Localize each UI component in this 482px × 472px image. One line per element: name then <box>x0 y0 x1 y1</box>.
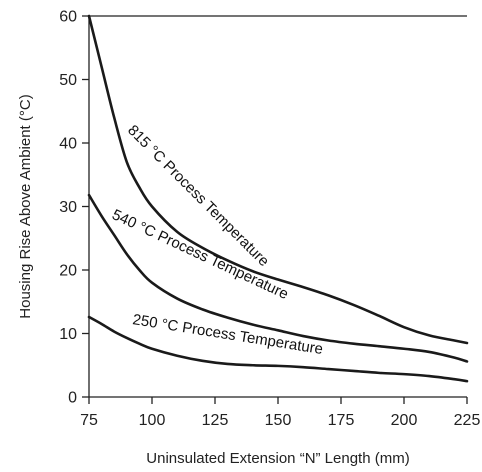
y-tick-label: 10 <box>59 326 77 343</box>
x-axis-title: Uninsulated Extension “N” Length (mm) <box>146 450 409 467</box>
x-tick-label: 75 <box>80 412 98 429</box>
x-axis-ticks: 75 100 125 150 175 200 225 <box>80 397 480 429</box>
y-tick-label: 30 <box>59 199 77 216</box>
y-tick-label: 40 <box>59 136 77 153</box>
x-tick-label: 125 <box>202 412 229 429</box>
y-tick-label: 50 <box>59 72 77 89</box>
x-tick-label: 175 <box>328 412 355 429</box>
series-line-540 <box>87 193 469 363</box>
series-line-250 <box>87 315 469 383</box>
y-tick-label: 0 <box>68 390 77 407</box>
y-axis-ticks: 0 10 20 30 40 50 60 <box>59 9 89 407</box>
y-axis-title: Housing Rise Above Ambient (°C) <box>17 94 34 318</box>
x-tick-label: 200 <box>391 412 418 429</box>
x-tick-label: 150 <box>265 412 292 429</box>
y-tick-label: 60 <box>59 9 77 26</box>
x-tick-label: 225 <box>454 412 481 429</box>
series-line-815 <box>87 14 469 345</box>
series-lines <box>87 14 469 383</box>
x-tick-label: 100 <box>139 412 166 429</box>
y-tick-label: 20 <box>59 263 77 280</box>
